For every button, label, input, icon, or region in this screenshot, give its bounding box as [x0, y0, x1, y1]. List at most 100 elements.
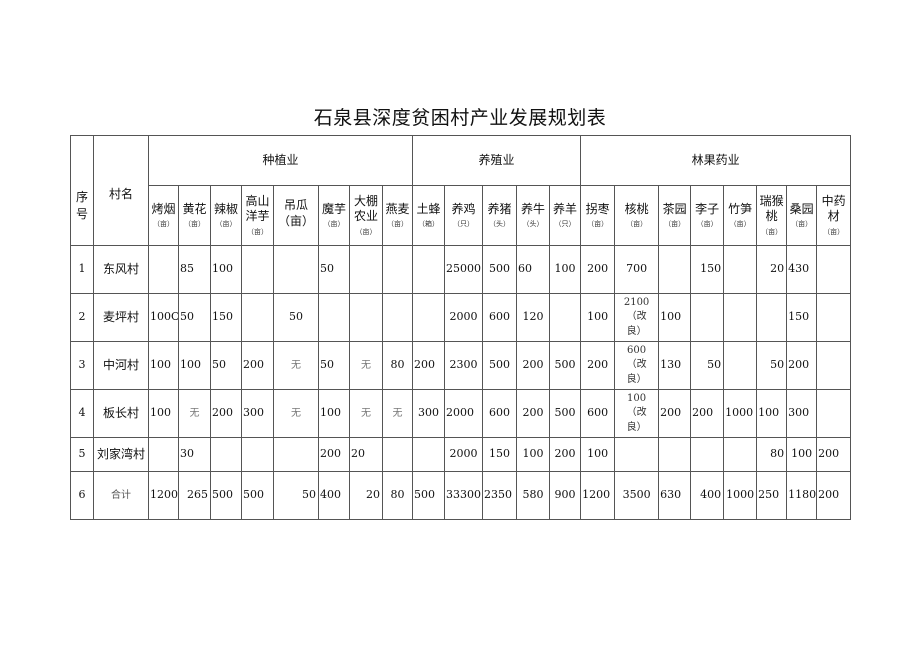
cell-value: 200	[210, 389, 242, 438]
cell-value	[723, 437, 758, 472]
cell-value: 无	[349, 341, 383, 390]
table-row: 1 东风村 85 100 50 25000 500 60 100 200 700 150 20 430	[70, 245, 852, 294]
cell-value: 80	[756, 437, 788, 472]
cell-seq: 2	[70, 293, 94, 342]
cell-value: 20	[756, 245, 788, 294]
cell-value: 无	[349, 389, 383, 438]
cell-value: 无	[273, 341, 319, 390]
cell-value: 1200	[580, 471, 616, 520]
cell-value: 500	[210, 471, 242, 520]
cell-value: 600	[482, 389, 518, 438]
cell-value: 200	[658, 389, 692, 438]
cell-value	[349, 245, 383, 294]
column-header: 核桃 （亩）	[614, 185, 660, 246]
cell-value: 50	[756, 341, 788, 390]
cell-value: 1200	[148, 471, 179, 520]
cell-value	[816, 341, 852, 390]
cell-value: 无	[381, 389, 414, 438]
cell-value: 80	[381, 471, 414, 520]
column-header: 瑞猴桃 （亩）	[756, 185, 788, 246]
cell-village-name: 板长村	[93, 389, 149, 438]
column-header-label: 竹笋	[728, 201, 753, 216]
column-header: 养鸡 （只）	[444, 185, 484, 246]
cell-value	[412, 245, 446, 294]
cell-seq: 5	[70, 437, 94, 472]
cell-value	[614, 437, 660, 472]
column-header-label: 高山洋芋	[245, 193, 270, 224]
cell-village-name: 东风村	[93, 245, 149, 294]
column-header-unit: （头）	[522, 220, 544, 229]
table-row: 5 刘家湾村 30 200 20 2000 150 100 200 100 80 100 200	[70, 437, 852, 472]
cell-value	[148, 437, 179, 472]
group-header-planting: 种植业	[147, 135, 414, 186]
cell-value: 3500	[614, 471, 660, 520]
cell-village-name: 麦坪村	[93, 293, 149, 342]
cell-village-name: 合计	[93, 471, 149, 520]
column-header: 养羊 （只）	[549, 185, 582, 246]
cell-value: 430	[786, 245, 818, 294]
cell-value: 2000	[444, 437, 484, 472]
cell-value: 100（改良）	[614, 389, 660, 438]
cell-value	[318, 293, 350, 342]
column-header-label: 大棚农业	[353, 193, 378, 224]
column-header: 竹笋 （亩）	[723, 185, 758, 246]
cell-value: 300	[786, 389, 818, 438]
cell-value	[241, 293, 274, 342]
group-header-row: 序号 村名 种植业 养殖业 林果药业	[70, 135, 852, 246]
cell-value	[723, 341, 758, 390]
column-header-label: 魔芋	[321, 201, 346, 216]
cell-value: 500	[241, 471, 274, 520]
cell-value: 200	[516, 389, 551, 438]
column-header: 高山洋芋 （亩）	[241, 185, 274, 246]
column-header: 拐枣 （亩）	[580, 185, 616, 246]
cell-value: 100	[549, 245, 582, 294]
column-header-unit: （亩）	[626, 220, 648, 229]
cell-value: 200	[690, 389, 725, 438]
column-header-label: 养牛	[521, 201, 546, 216]
column-header-unit: （只）	[554, 220, 576, 229]
cell-value: 1000	[723, 389, 758, 438]
cell-value: 50	[273, 293, 319, 342]
column-header: 燕麦 （亩）	[381, 185, 414, 246]
column-header-label: 土蜂	[416, 201, 441, 216]
cell-value: 150	[482, 437, 518, 472]
cell-value	[723, 293, 758, 342]
column-header: 中药材 （亩）	[816, 185, 852, 246]
cell-value	[241, 245, 274, 294]
cell-village-name: 刘家湾村	[93, 437, 149, 472]
group-header-forestry-fruit-medicine: 林果药业	[580, 135, 852, 186]
cell-value	[816, 293, 852, 342]
cell-value: 100	[786, 437, 818, 472]
cell-value: 2000	[444, 293, 484, 342]
cell-value: 80	[381, 341, 414, 390]
cell-value	[549, 293, 582, 342]
cell-value	[658, 437, 692, 472]
cell-value	[412, 437, 446, 472]
cell-value: 50	[318, 341, 350, 390]
column-header-label: 烤烟	[151, 201, 176, 216]
header-village-name: 村名	[93, 135, 149, 246]
column-header: 烤烟 （亩）	[148, 185, 179, 246]
column-header: 土蜂 （箱）	[412, 185, 446, 246]
column-header-unit: （亩）	[823, 228, 845, 237]
cell-seq: 6	[70, 471, 94, 520]
cell-value: 100	[178, 341, 211, 390]
cell-value: 300	[241, 389, 274, 438]
cell-value	[273, 437, 319, 472]
cell-value: 120	[516, 293, 551, 342]
column-header: 吊瓜（亩）	[273, 185, 319, 246]
column-header: 桑园 （亩）	[786, 185, 818, 246]
cell-value: 25000	[444, 245, 484, 294]
cell-value: 60	[516, 245, 551, 294]
cell-value: 200	[241, 341, 274, 390]
cell-value	[723, 245, 758, 294]
cell-value: 500	[482, 341, 518, 390]
cell-value	[816, 389, 852, 438]
group-header-breeding: 养殖业	[412, 135, 582, 186]
cell-value: 300	[412, 389, 446, 438]
cell-value: 265	[178, 471, 211, 520]
cell-value: 600	[482, 293, 518, 342]
cell-value: 100	[210, 245, 242, 294]
column-header: 茶园 （亩）	[658, 185, 692, 246]
cell-value	[148, 245, 179, 294]
